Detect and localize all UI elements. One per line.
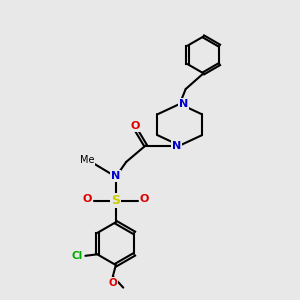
Text: O: O [140,194,149,204]
Text: Cl: Cl [71,251,83,261]
Text: O: O [82,194,92,204]
Text: S: S [111,194,120,207]
Text: N: N [111,171,120,181]
Text: O: O [130,121,140,130]
Text: Me: Me [80,155,94,165]
Text: O: O [109,278,117,288]
Text: N: N [172,140,181,151]
Text: N: N [179,99,188,109]
